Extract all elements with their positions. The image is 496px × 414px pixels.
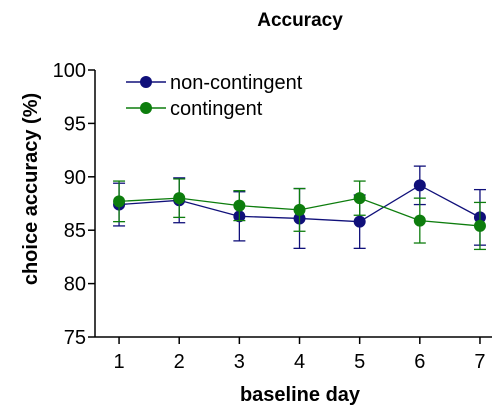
data-point	[413, 214, 426, 227]
data-point	[413, 179, 426, 192]
x-tick-label: 3	[234, 351, 245, 373]
data-point	[173, 192, 186, 205]
x-tick-label: 4	[294, 351, 305, 373]
y-tick-label: 90	[64, 167, 86, 189]
y-tick-label: 95	[64, 113, 86, 135]
data-point	[473, 219, 486, 232]
data-point	[293, 203, 306, 216]
series-2	[113, 178, 486, 251]
y-axis-label: choice accuracy (%)	[20, 93, 42, 285]
x-tick-label: 6	[414, 351, 425, 373]
y-tick-label: 75	[64, 327, 86, 349]
data-point	[353, 215, 366, 228]
x-tick-label: 1	[113, 351, 124, 373]
x-tick-label: 7	[474, 351, 485, 373]
y-tick-label: 100	[53, 60, 86, 82]
x-axis-label: baseline day	[240, 384, 361, 406]
chart-title: Accuracy	[257, 10, 343, 31]
y-tick-label: 80	[64, 274, 86, 296]
data-point	[353, 192, 366, 205]
y-tick-label: 85	[64, 220, 86, 242]
legend-marker	[140, 102, 152, 114]
legend-marker	[140, 76, 152, 88]
legend-label: non-contingent	[170, 72, 303, 94]
legend-label: contingent	[170, 98, 263, 120]
x-tick-label: 2	[174, 351, 185, 373]
x-tick-label: 5	[354, 351, 365, 373]
data-point	[113, 195, 126, 208]
data-point	[233, 199, 246, 212]
